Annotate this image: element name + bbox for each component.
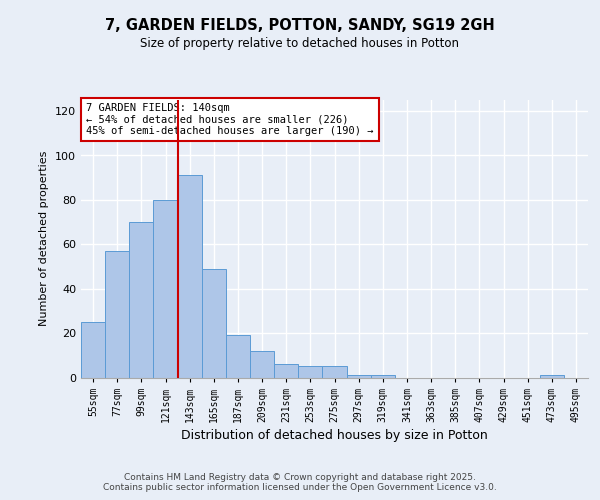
Text: Size of property relative to detached houses in Potton: Size of property relative to detached ho… xyxy=(140,38,460,51)
Y-axis label: Number of detached properties: Number of detached properties xyxy=(40,151,49,326)
Bar xyxy=(81,322,105,378)
Text: 7 GARDEN FIELDS: 140sqm
← 54% of detached houses are smaller (226)
45% of semi-d: 7 GARDEN FIELDS: 140sqm ← 54% of detache… xyxy=(86,103,374,136)
Bar xyxy=(250,351,274,378)
Bar xyxy=(540,376,564,378)
Bar xyxy=(154,200,178,378)
X-axis label: Distribution of detached houses by size in Potton: Distribution of detached houses by size … xyxy=(181,428,488,442)
Bar xyxy=(298,366,322,378)
Bar xyxy=(105,251,129,378)
Bar xyxy=(371,376,395,378)
Text: 7, GARDEN FIELDS, POTTON, SANDY, SG19 2GH: 7, GARDEN FIELDS, POTTON, SANDY, SG19 2G… xyxy=(105,18,495,32)
Bar xyxy=(202,268,226,378)
Bar xyxy=(226,336,250,378)
Bar xyxy=(178,176,202,378)
Bar xyxy=(347,376,371,378)
Bar xyxy=(129,222,154,378)
Text: Contains HM Land Registry data © Crown copyright and database right 2025.
Contai: Contains HM Land Registry data © Crown c… xyxy=(103,473,497,492)
Bar xyxy=(274,364,298,378)
Bar xyxy=(322,366,347,378)
